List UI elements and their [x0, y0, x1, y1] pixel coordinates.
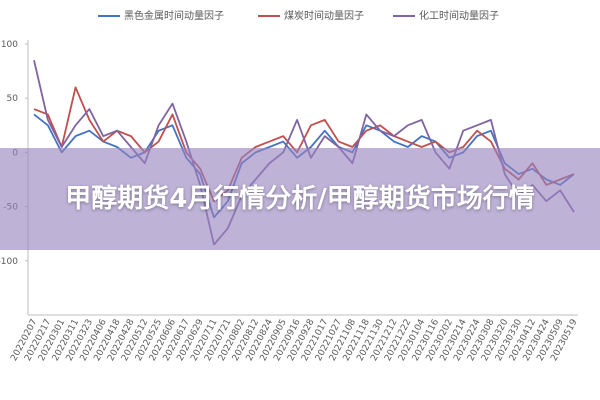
y-tick-label: -100	[0, 257, 18, 267]
banner-title: 甲醇期货4月行情分析/甲醇期货市场行情	[65, 184, 535, 214]
legend-label: 黑色金属时间动量因子	[124, 9, 224, 22]
y-tick-label: 100	[1, 40, 18, 50]
y-tick-label: 50	[7, 94, 19, 104]
legend-label: 煤炭时间动量因子	[284, 9, 364, 22]
legend-label: 化工时间动量因子	[419, 9, 499, 22]
series-line	[33, 60, 575, 246]
banner: 甲醇期货4月行情分析/甲醇期货市场行情	[0, 148, 600, 250]
